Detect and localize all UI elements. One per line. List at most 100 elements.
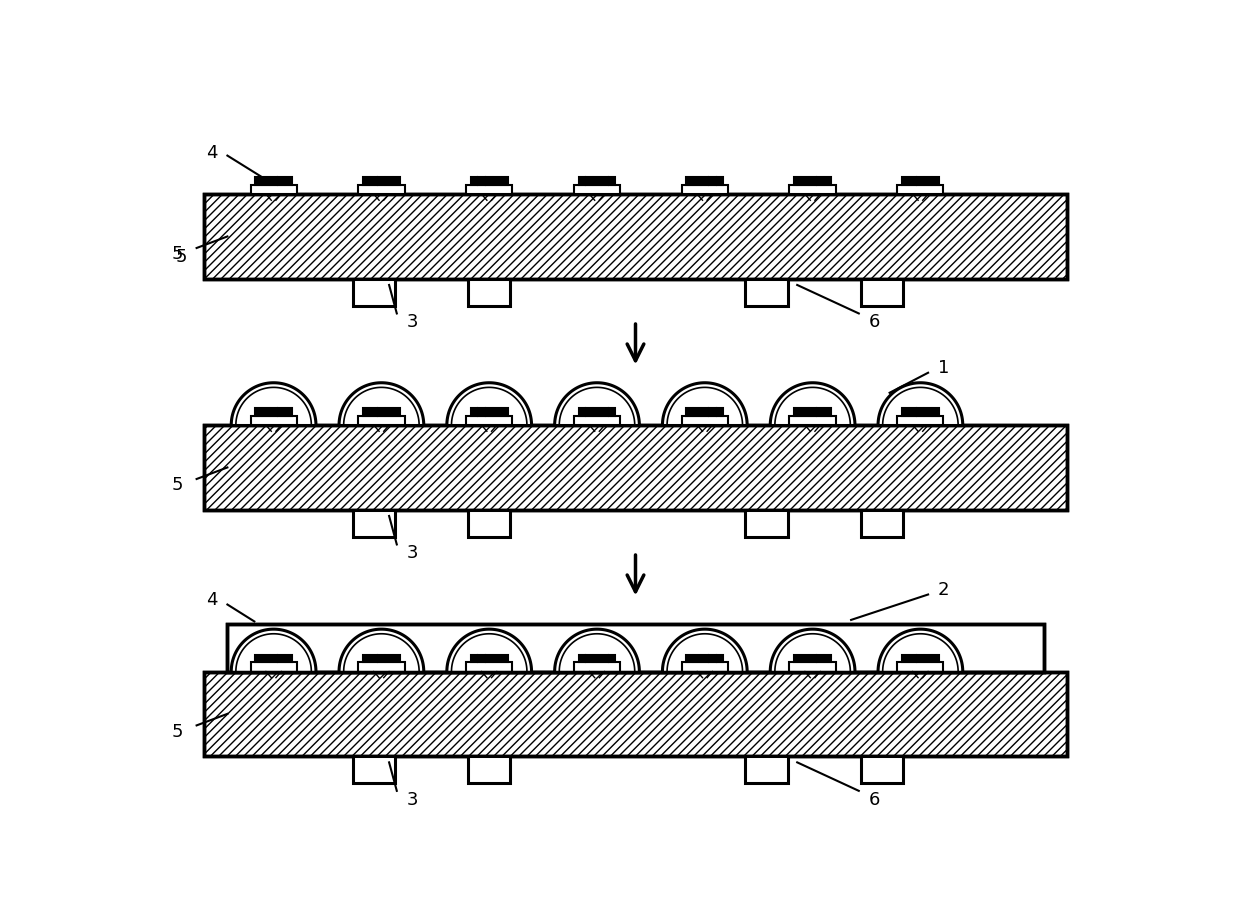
Bar [227, 624, 1044, 672]
Bar [817, 178, 823, 186]
Bar [352, 510, 394, 538]
Bar [378, 409, 384, 416]
Bar [574, 663, 620, 672]
Bar [363, 409, 370, 416]
Bar [352, 279, 394, 306]
Bar [682, 663, 728, 672]
Bar [825, 409, 831, 416]
Bar [205, 425, 1066, 510]
Bar [717, 655, 723, 663]
Bar [601, 178, 608, 186]
Bar [745, 756, 787, 783]
Bar [686, 178, 692, 186]
Bar [861, 279, 903, 306]
Bar [810, 409, 816, 416]
Bar [861, 756, 903, 783]
Polygon shape [446, 383, 532, 425]
Bar [378, 655, 384, 663]
Bar [574, 416, 620, 425]
Bar [278, 178, 284, 186]
Text: 4: 4 [206, 143, 218, 162]
Bar [358, 416, 404, 425]
Bar [270, 409, 277, 416]
Bar [790, 663, 836, 672]
Bar [205, 672, 1066, 756]
Bar [358, 186, 404, 195]
Bar [501, 178, 507, 186]
Bar [601, 655, 608, 663]
Bar [587, 655, 593, 663]
Bar [255, 178, 262, 186]
Bar [386, 655, 392, 663]
Bar [898, 416, 944, 425]
Bar [694, 655, 701, 663]
Text: 4: 4 [206, 591, 218, 608]
Bar [394, 655, 399, 663]
Bar [709, 178, 715, 186]
Text: 6: 6 [868, 312, 880, 331]
Bar [932, 409, 939, 416]
Polygon shape [770, 383, 854, 425]
Bar [263, 655, 269, 663]
Bar [263, 178, 269, 186]
Bar [363, 655, 370, 663]
Bar [810, 178, 816, 186]
Bar [609, 409, 615, 416]
Bar [702, 178, 708, 186]
Text: 3: 3 [407, 543, 418, 562]
Bar [745, 510, 787, 538]
Bar [250, 416, 296, 425]
Text: 5: 5 [171, 476, 184, 494]
Bar [467, 510, 511, 538]
Bar [709, 655, 715, 663]
Bar [932, 178, 939, 186]
Bar [717, 178, 723, 186]
Bar [579, 178, 585, 186]
Bar [717, 409, 723, 416]
Polygon shape [339, 383, 424, 425]
Polygon shape [339, 630, 424, 672]
Bar [205, 195, 1066, 279]
Text: 3: 3 [407, 789, 418, 808]
Bar [486, 409, 492, 416]
Bar [702, 409, 708, 416]
Bar [205, 425, 1066, 510]
Text: 3: 3 [407, 312, 418, 331]
Bar [802, 178, 808, 186]
Bar [494, 655, 500, 663]
Bar [467, 756, 511, 783]
Bar [794, 409, 800, 416]
Bar [694, 178, 701, 186]
Bar [579, 655, 585, 663]
Bar [861, 510, 903, 538]
Bar [702, 655, 708, 663]
Bar [386, 409, 392, 416]
Bar [352, 756, 394, 783]
Bar [358, 663, 404, 672]
Text: 5: 5 [171, 245, 184, 263]
Bar [601, 409, 608, 416]
Bar [286, 409, 293, 416]
Bar [918, 655, 924, 663]
Bar [579, 409, 585, 416]
Bar [932, 655, 939, 663]
Bar [486, 178, 492, 186]
Bar [587, 409, 593, 416]
Bar [263, 409, 269, 416]
Polygon shape [446, 630, 532, 672]
Bar [925, 178, 931, 186]
Bar [910, 178, 916, 186]
Bar [250, 663, 296, 672]
Bar [682, 416, 728, 425]
Bar [817, 655, 823, 663]
Bar [479, 409, 485, 416]
Bar [394, 178, 399, 186]
Bar [686, 655, 692, 663]
Bar [278, 655, 284, 663]
Bar [255, 655, 262, 663]
Polygon shape [231, 383, 316, 425]
Bar [910, 409, 916, 416]
Bar [286, 655, 293, 663]
Bar [898, 186, 944, 195]
Bar [286, 178, 293, 186]
